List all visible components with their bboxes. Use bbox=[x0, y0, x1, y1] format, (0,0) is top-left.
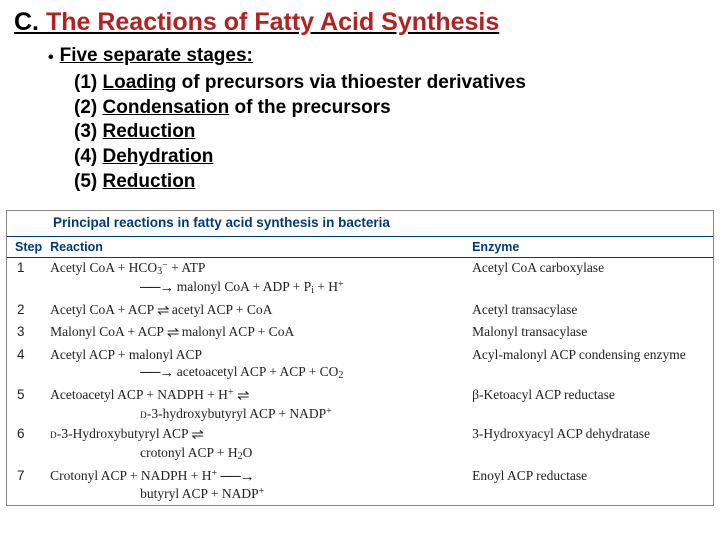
reaction-cell: Acetyl ACP + malonyl ACP ──→ acetoacetyl… bbox=[46, 345, 468, 385]
table-row: 1 Acetyl CoA + HCO3− + ATP ──→ malonyl C… bbox=[7, 258, 713, 300]
table-row: 4 Acetyl ACP + malonyl ACP ──→ acetoacet… bbox=[7, 345, 713, 385]
reaction-cell: Acetyl CoA + ACP ⇌ acetyl ACP + CoA bbox=[46, 300, 468, 323]
table-row: 3 Malonyl CoA + ACP ⇌ malonyl ACP + CoA … bbox=[7, 322, 713, 345]
table-row: 6 d-3-Hydroxybutyryl ACP ⇌ crotonyl ACP … bbox=[7, 424, 713, 465]
bullet-icon: • bbox=[48, 45, 54, 71]
stage-item: (4) Dehydration bbox=[74, 145, 672, 170]
reactions-table-wrap: Principal reactions in fatty acid synthe… bbox=[6, 210, 714, 506]
stages-section: • Five separate stages: (1) Loading of p… bbox=[0, 43, 720, 204]
title-letter: C. bbox=[14, 8, 39, 36]
stage-item: (2) Condensation of the precursors bbox=[74, 96, 672, 121]
reactions-table: Step Reaction Enzyme 1 Acetyl CoA + HCO3… bbox=[7, 237, 713, 505]
title-main: The Reactions of Fatty Acid Synthesis bbox=[46, 8, 499, 36]
stages-list: (1) Loading of precursors via thioester … bbox=[48, 71, 672, 194]
table-title: Principal reactions in fatty acid synthe… bbox=[7, 211, 713, 237]
stage-item: (3) Reduction bbox=[74, 120, 672, 145]
table-row: 7 Crotonyl ACP + NADPH + H+ ──→ butyryl … bbox=[7, 466, 713, 506]
table-row: 5 Acetoacetyl ACP + NADPH + H+ ⇌ d-3-hyd… bbox=[7, 385, 713, 425]
col-enzyme: Enzyme bbox=[468, 237, 713, 258]
col-step: Step bbox=[7, 237, 46, 258]
reaction-cell: Malonyl CoA + ACP ⇌ malonyl ACP + CoA bbox=[46, 322, 468, 345]
reaction-cell: Acetyl CoA + HCO3− + ATP ──→ malonyl CoA… bbox=[46, 258, 468, 300]
slide-title: C. The Reactions of Fatty Acid Synthesis bbox=[0, 0, 720, 43]
table-header-row: Step Reaction Enzyme bbox=[7, 237, 713, 258]
reaction-cell: Acetoacetyl ACP + NADPH + H+ ⇌ d-3-hydro… bbox=[46, 385, 468, 425]
col-reaction: Reaction bbox=[46, 237, 468, 258]
table-row: 2 Acetyl CoA + ACP ⇌ acetyl ACP + CoA Ac… bbox=[7, 300, 713, 323]
stage-item: (5) Reduction bbox=[74, 170, 672, 195]
reaction-cell: Crotonyl ACP + NADPH + H+ ──→ butyryl AC… bbox=[46, 466, 468, 506]
stage-item: (1) Loading of precursors via thioester … bbox=[74, 71, 672, 96]
reaction-cell: d-3-Hydroxybutyryl ACP ⇌ crotonyl ACP + … bbox=[46, 424, 468, 465]
stages-heading: Five separate stages: bbox=[60, 45, 253, 71]
